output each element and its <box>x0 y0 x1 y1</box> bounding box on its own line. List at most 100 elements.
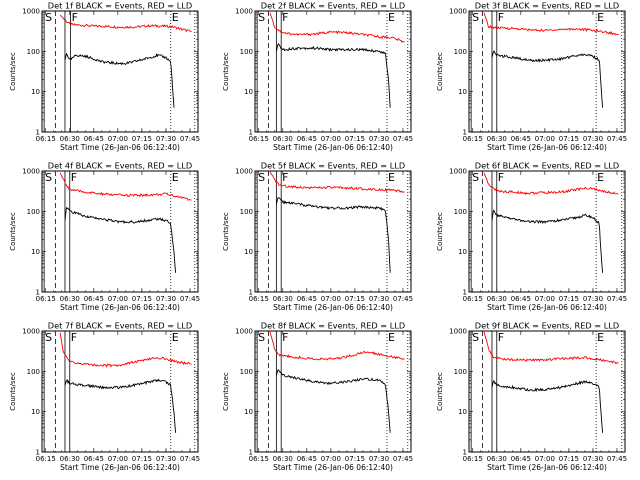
x-tick-label: 07:00 <box>321 135 341 143</box>
x-tick-label: 06:15 <box>249 455 269 463</box>
plot-frame <box>41 170 199 293</box>
x-tick-label: 07:45 <box>180 295 200 303</box>
event-marker-label: S <box>472 11 479 24</box>
x-tick-label: 06:30 <box>60 295 80 303</box>
event-marker-label: F <box>498 171 504 184</box>
y-tick-label: 1 <box>36 289 40 297</box>
x-tick-label: 07:15 <box>345 295 365 303</box>
series-line-lld <box>59 14 192 33</box>
chart-panel-1: Det 1f BLACK = Events, RED = LLD 1 10 100 10… <box>9 1 200 153</box>
y-tick-label: 1 <box>463 289 467 297</box>
event-marker-label: S <box>45 11 52 24</box>
x-tick-label: 06:15 <box>249 295 269 303</box>
plot-frame <box>254 10 412 133</box>
x-tick-label: 07:30 <box>583 455 603 463</box>
x-tick-label: 06:45 <box>297 455 317 463</box>
x-tick-label: 07:00 <box>108 295 128 303</box>
y-axis-label: Counts/sec <box>9 372 17 411</box>
y-tick-label: 10 <box>244 88 253 96</box>
x-tick-label: 06:45 <box>297 295 317 303</box>
event-marker-label: F <box>71 331 77 344</box>
x-tick-label: 07:00 <box>535 135 555 143</box>
x-tick-label: 07:45 <box>393 135 413 143</box>
x-axis-label: Start Time (26-Jan-06 06:12:40) <box>60 303 180 312</box>
chart-panel-2: Det 2f BLACK = Events, RED = LLD 1 10 100 10… <box>222 1 413 153</box>
x-axis-label: Start Time (26-Jan-06 06:12:40) <box>273 463 393 472</box>
x-axis-label: Start Time (26-Jan-06 06:12:40) <box>487 143 607 152</box>
y-tick-label: 1000 <box>22 328 40 336</box>
series-line-lld <box>483 331 619 365</box>
chart-panel-4: Det 4f BLACK = Events, RED = LLD 1 10 100 10… <box>9 161 200 313</box>
series-line-lld <box>59 172 192 201</box>
event-marker-label: E <box>388 331 395 344</box>
event-marker-label: E <box>388 171 395 184</box>
y-axis-label: Counts/sec <box>222 52 230 91</box>
event-marker-label: E <box>597 11 604 24</box>
x-tick-label: 06:45 <box>511 135 531 143</box>
y-axis-label: Counts/sec <box>436 212 444 251</box>
y-tick-label: 10 <box>31 88 40 96</box>
x-tick-label: 07:15 <box>559 135 579 143</box>
x-tick-label: 07:15 <box>132 295 152 303</box>
x-tick-label: 07:30 <box>156 455 176 463</box>
y-tick-label: 1000 <box>235 328 253 336</box>
x-tick-label: 07:15 <box>559 295 579 303</box>
chart-panel-3: Det 3f BLACK = Events, RED = LLD 1 10 100 10… <box>436 1 627 153</box>
y-tick-label: 1000 <box>235 168 253 176</box>
series-line-events <box>491 209 604 273</box>
y-tick-label: 1000 <box>449 8 467 16</box>
x-tick-label: 06:15 <box>36 455 56 463</box>
plot-frame <box>41 330 199 453</box>
x-tick-label: 07:30 <box>369 455 389 463</box>
chart-panel-6: Det 6f BLACK = Events, RED = LLD 1 10 100 10… <box>436 161 627 313</box>
y-tick-label: 1000 <box>22 168 40 176</box>
y-axis-label: Counts/sec <box>222 372 230 411</box>
y-tick-label: 1000 <box>449 328 467 336</box>
x-tick-label: 06:30 <box>273 135 293 143</box>
x-tick-label: 06:15 <box>463 135 483 143</box>
y-tick-label: 100 <box>240 368 253 376</box>
y-tick-label: 100 <box>454 368 467 376</box>
y-tick-label: 100 <box>240 208 253 216</box>
series-line-lld <box>59 332 192 368</box>
x-tick-label: 07:00 <box>108 455 128 463</box>
x-tick-label: 07:15 <box>132 135 152 143</box>
series-line-lld <box>483 172 619 196</box>
y-axis-label: Counts/sec <box>9 212 17 251</box>
event-marker-label: F <box>282 331 288 344</box>
y-tick-label: 1 <box>463 129 467 137</box>
chart-title: Det 2f BLACK = Events, RED = LLD <box>261 1 405 11</box>
x-tick-label: 07:00 <box>108 135 128 143</box>
x-tick-label: 07:15 <box>345 135 365 143</box>
series-line-lld <box>269 331 405 361</box>
event-marker-label: F <box>282 171 288 184</box>
y-tick-label: 10 <box>458 248 467 256</box>
x-tick-label: 06:15 <box>36 295 56 303</box>
event-marker-label: S <box>258 11 265 24</box>
event-marker-label: E <box>172 331 179 344</box>
series-line-events <box>64 378 177 433</box>
y-tick-label: 1 <box>249 449 253 457</box>
chart-panel-8: Det 8f BLACK = Events, RED = LLD 1 10 100 10… <box>222 321 413 473</box>
chart-title: Det 1f BLACK = Events, RED = LLD <box>48 1 192 11</box>
x-tick-label: 06:30 <box>487 295 507 303</box>
x-axis-label: Start Time (26-Jan-06 06:12:40) <box>487 303 607 312</box>
event-marker-label: E <box>597 171 604 184</box>
y-tick-label: 1 <box>249 129 253 137</box>
event-marker-label: S <box>258 171 265 184</box>
x-tick-label: 06:45 <box>511 295 531 303</box>
x-tick-label: 06:30 <box>273 295 293 303</box>
x-tick-label: 07:15 <box>559 455 579 463</box>
x-tick-label: 06:30 <box>60 455 80 463</box>
series-line-lld <box>483 12 619 36</box>
plot-frame <box>254 330 412 453</box>
series-line-events <box>275 369 391 433</box>
x-axis-label: Start Time (26-Jan-06 06:12:40) <box>273 143 393 152</box>
x-tick-label: 07:45 <box>393 295 413 303</box>
y-tick-label: 1000 <box>235 8 253 16</box>
x-tick-label: 06:15 <box>36 135 56 143</box>
x-tick-label: 06:30 <box>487 135 507 143</box>
x-axis-label: Start Time (26-Jan-06 06:12:40) <box>60 463 180 472</box>
event-marker-label: F <box>282 11 288 24</box>
x-tick-label: 06:45 <box>84 295 104 303</box>
